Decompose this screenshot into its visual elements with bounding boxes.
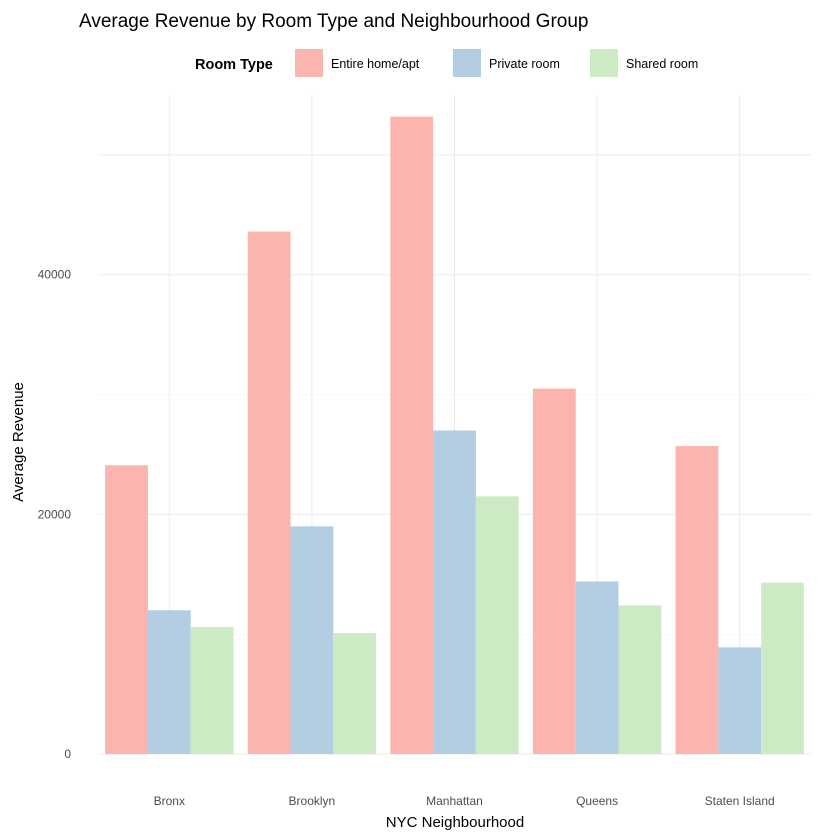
x-axis-title: NYC Neighbourhood <box>386 814 524 831</box>
legend-label: Entire home/apt <box>331 57 420 71</box>
bar-queens-shared-room <box>618 605 662 754</box>
bar-bronx-private-room <box>147 610 191 754</box>
x-tick-label: Staten Island <box>705 794 775 808</box>
legend: Room Type Entire home/apt Private room Sha… <box>195 49 698 77</box>
legend-label: Shared room <box>626 57 698 71</box>
bars <box>105 116 804 755</box>
y-tick-label: 20000 <box>38 507 72 521</box>
x-tick-label: Brooklyn <box>289 794 336 808</box>
bar-manhattan-private-room <box>433 430 476 754</box>
bar-manhattan-shared-room <box>475 496 519 754</box>
y-tick-label: 40000 <box>38 268 72 282</box>
y-tick-label: 0 <box>64 747 71 761</box>
bar-bronx-entire-home-apt <box>105 465 148 754</box>
bar-bronx-shared-room <box>190 626 234 754</box>
bar-brooklyn-entire-home-apt <box>247 231 291 755</box>
x-axis-ticks: Bronx Brooklyn Manhattan Queens Staten Islan… <box>154 794 775 808</box>
x-tick-label: Bronx <box>154 794 185 808</box>
x-tick-label: Queens <box>576 794 618 808</box>
y-axis-title: Average Revenue <box>10 382 27 502</box>
chart-title: Average Revenue by Room Type and Neighbo… <box>79 11 588 32</box>
bar-staten-island-entire-home-apt <box>675 446 719 754</box>
legend-title: Room Type <box>195 57 273 73</box>
bar-brooklyn-shared-room <box>333 632 377 754</box>
bar-manhattan-entire-home-apt <box>390 116 434 755</box>
legend-key <box>453 49 481 77</box>
x-tick-label: Manhattan <box>426 794 483 808</box>
y-axis-ticks: 0 20000 40000 <box>38 268 72 761</box>
legend-key <box>295 49 323 77</box>
legend-label: Private room <box>489 57 560 71</box>
bar-staten-island-private-room <box>718 647 762 754</box>
bar-queens-entire-home-apt <box>532 388 576 754</box>
bar-queens-private-room <box>575 581 619 754</box>
bar-staten-island-shared-room <box>761 582 804 754</box>
bar-brooklyn-private-room <box>290 526 334 754</box>
legend-key <box>590 49 618 77</box>
